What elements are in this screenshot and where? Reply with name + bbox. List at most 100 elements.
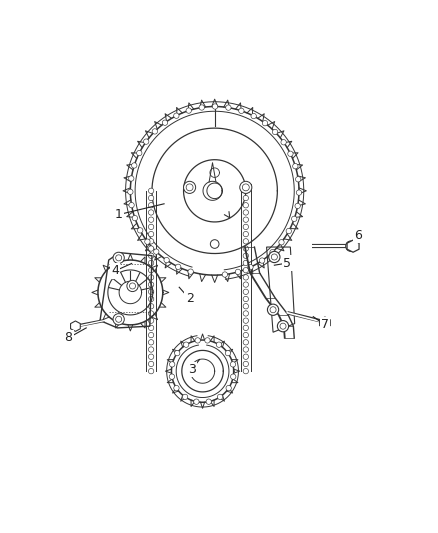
Circle shape — [277, 320, 289, 332]
Circle shape — [243, 347, 248, 352]
Circle shape — [212, 104, 218, 109]
Circle shape — [268, 304, 279, 316]
Circle shape — [162, 120, 168, 125]
Circle shape — [132, 215, 138, 221]
Circle shape — [148, 296, 154, 302]
Circle shape — [148, 304, 154, 309]
Circle shape — [176, 264, 181, 270]
Circle shape — [235, 269, 240, 274]
Circle shape — [243, 325, 248, 330]
Circle shape — [174, 350, 180, 356]
Circle shape — [243, 361, 248, 367]
Circle shape — [243, 354, 248, 359]
Circle shape — [259, 258, 265, 263]
Circle shape — [217, 394, 223, 400]
Circle shape — [293, 164, 298, 169]
Circle shape — [164, 257, 170, 263]
Text: 6: 6 — [354, 229, 362, 242]
Circle shape — [230, 362, 236, 367]
Circle shape — [243, 188, 248, 193]
Circle shape — [206, 399, 212, 405]
Circle shape — [148, 354, 154, 359]
Circle shape — [292, 216, 297, 222]
Circle shape — [174, 385, 179, 391]
Circle shape — [148, 325, 154, 330]
Circle shape — [279, 240, 284, 245]
Circle shape — [186, 184, 193, 191]
Circle shape — [216, 342, 222, 348]
Circle shape — [243, 217, 248, 222]
Circle shape — [230, 374, 236, 379]
Polygon shape — [71, 321, 80, 332]
Circle shape — [145, 239, 150, 244]
Circle shape — [182, 394, 188, 400]
Polygon shape — [347, 240, 359, 252]
Circle shape — [148, 210, 154, 215]
Circle shape — [243, 210, 248, 215]
Circle shape — [243, 318, 248, 324]
Circle shape — [243, 203, 248, 208]
Circle shape — [148, 333, 154, 338]
Text: 4: 4 — [111, 264, 119, 277]
Circle shape — [148, 347, 154, 352]
Circle shape — [296, 190, 302, 195]
Circle shape — [286, 228, 291, 234]
Text: 7: 7 — [321, 318, 329, 332]
Circle shape — [148, 268, 154, 273]
Text: 3: 3 — [188, 363, 196, 376]
Circle shape — [148, 224, 154, 230]
Circle shape — [148, 231, 154, 237]
Circle shape — [288, 151, 293, 157]
Circle shape — [148, 282, 154, 287]
Circle shape — [346, 241, 356, 252]
Circle shape — [239, 108, 244, 114]
Circle shape — [243, 224, 248, 230]
Circle shape — [270, 306, 276, 313]
Circle shape — [272, 130, 278, 135]
Circle shape — [148, 311, 154, 316]
Circle shape — [243, 196, 248, 201]
Circle shape — [271, 254, 277, 260]
Circle shape — [320, 318, 330, 327]
Circle shape — [280, 323, 286, 329]
Circle shape — [116, 255, 122, 261]
Circle shape — [148, 217, 154, 222]
Circle shape — [210, 240, 219, 248]
Circle shape — [148, 361, 154, 367]
Circle shape — [152, 129, 158, 134]
Circle shape — [113, 252, 124, 263]
Circle shape — [226, 385, 231, 391]
Circle shape — [148, 368, 154, 374]
Circle shape — [242, 184, 249, 191]
Circle shape — [243, 311, 248, 316]
Circle shape — [270, 249, 275, 255]
Circle shape — [131, 163, 137, 168]
Text: 5: 5 — [283, 256, 291, 270]
Circle shape — [295, 203, 300, 208]
Circle shape — [243, 333, 248, 338]
Circle shape — [148, 246, 154, 251]
Circle shape — [184, 181, 196, 193]
Circle shape — [148, 188, 154, 193]
Circle shape — [243, 289, 248, 295]
Circle shape — [113, 313, 124, 325]
Circle shape — [127, 189, 133, 195]
Circle shape — [148, 196, 154, 201]
Circle shape — [243, 260, 248, 265]
Circle shape — [148, 203, 154, 208]
Circle shape — [148, 340, 154, 345]
Circle shape — [243, 282, 248, 287]
Circle shape — [296, 176, 301, 182]
Circle shape — [129, 176, 134, 181]
Circle shape — [138, 228, 143, 233]
Circle shape — [186, 108, 191, 114]
Circle shape — [148, 253, 154, 259]
Circle shape — [226, 105, 231, 110]
Circle shape — [194, 399, 199, 405]
Circle shape — [243, 274, 248, 280]
Circle shape — [243, 239, 248, 244]
Text: 2: 2 — [186, 293, 194, 305]
Text: 1: 1 — [115, 208, 123, 221]
Circle shape — [148, 318, 154, 324]
Text: 8: 8 — [64, 332, 73, 344]
